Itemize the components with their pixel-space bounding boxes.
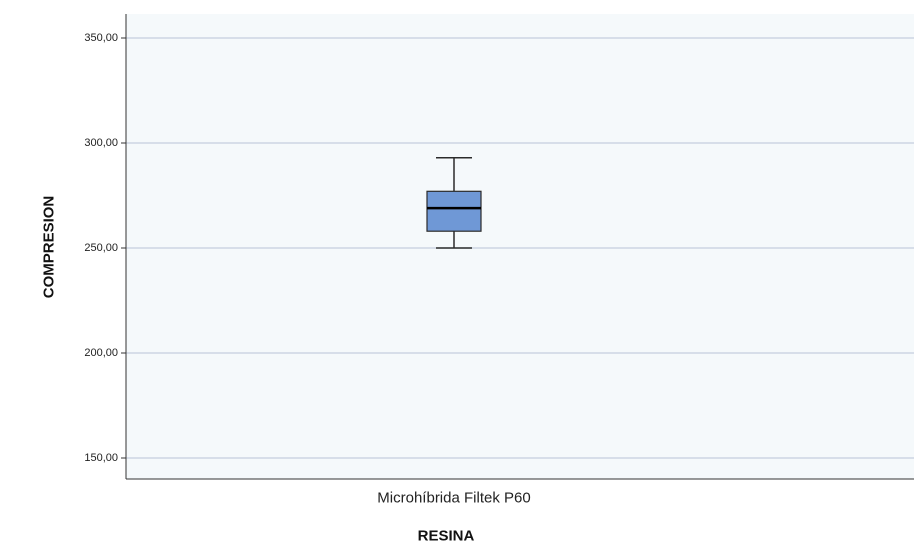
y-tick-label: 300,00	[84, 137, 118, 149]
x-axis-title: RESINA	[418, 528, 475, 545]
x-category-label: Microhíbrida Filtek P60	[377, 490, 530, 507]
boxes	[426, 156, 482, 249]
box-iqr	[426, 190, 482, 232]
y-tick-label: 200,00	[84, 347, 118, 359]
gridlines	[126, 37, 914, 459]
y-axis-ticks: 350,00 300,00 250,00 200,00 150,00	[84, 32, 126, 464]
y-tick-label: 150,00	[84, 452, 118, 464]
y-tick-label: 350,00	[84, 32, 118, 44]
y-axis-title: COMPRESION	[41, 196, 58, 299]
plot-area	[126, 14, 914, 479]
box-group	[426, 156, 482, 249]
y-tick-label: 250,00	[84, 242, 118, 254]
x-axis-categories: Microhíbrida Filtek P60	[377, 490, 530, 507]
